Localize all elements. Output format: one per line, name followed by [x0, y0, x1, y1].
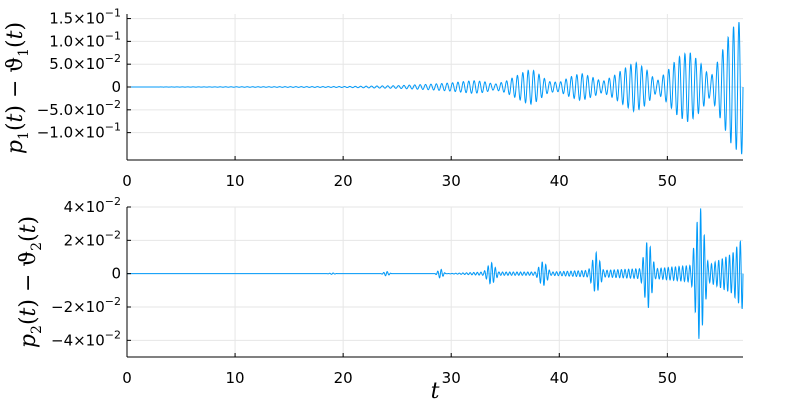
x-tick-label: 40 [550, 369, 569, 387]
x-tick-label: 50 [658, 172, 677, 190]
series-line [127, 22, 744, 155]
y-tick-label: 4×10−2 [64, 195, 121, 216]
y-tick-label: 1.5×10−1 [49, 7, 121, 28]
series-line [127, 208, 744, 339]
y-tick-label: −5.0×10−2 [37, 98, 121, 119]
x-tick-label: 0 [122, 172, 132, 190]
x-tick-label: 30 [442, 369, 461, 387]
y-tick-label: −2×10−2 [51, 295, 121, 316]
x-tick-label: 10 [226, 172, 245, 190]
x-tick-label: 30 [442, 172, 461, 190]
y-tick-label: 5.0×10−2 [49, 52, 121, 73]
y-tick-label: −1.0×10−1 [37, 121, 121, 142]
y-tick-label: 0 [111, 78, 121, 96]
x-tick-label: 20 [334, 369, 353, 387]
x-tick-label: 40 [550, 172, 569, 190]
x-tick-label: 10 [226, 369, 245, 387]
y-tick-label: 0 [111, 265, 121, 283]
top-panel: 0 10 20 30 40 50−1.0×10−1−5.0×10−205.0×10−21.… [37, 7, 744, 190]
bottom-y-axis-label: p2(t) − ϑ2(t) [16, 216, 45, 348]
y-tick-label: 2×10−2 [64, 228, 121, 249]
y-tick-label: 1.0×10−1 [49, 29, 121, 50]
x-tick-label: 0 [122, 369, 132, 387]
bottom-panel: 0 10 20 30 40 50 −4×10−2 −2×10−2 0 2×10−2 4×10−2 [51, 195, 744, 387]
y-tick-label: −4×10−2 [51, 328, 121, 349]
top-y-axis-label: p1(t) − ϑ1(t) [3, 22, 32, 154]
x-axis-label: t [431, 379, 440, 400]
x-tick-label: 20 [334, 172, 353, 190]
x-tick-label: 50 [658, 369, 677, 387]
